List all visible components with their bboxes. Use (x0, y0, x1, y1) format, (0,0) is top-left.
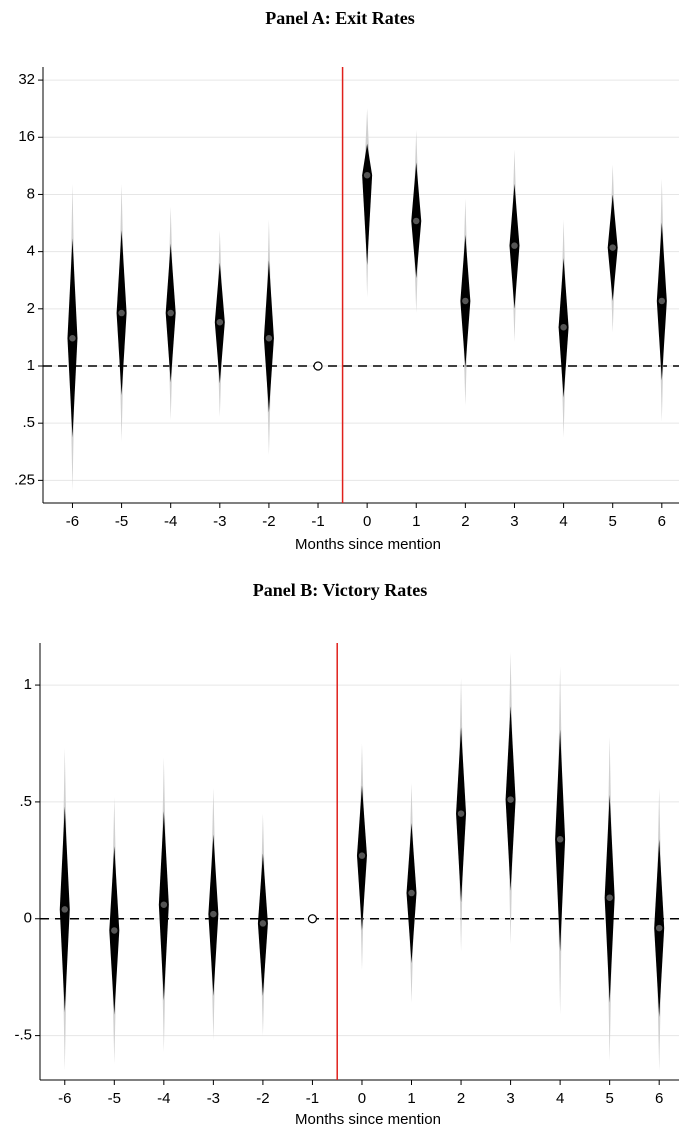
estimate (362, 170, 372, 180)
estimate (558, 322, 569, 332)
estimate (208, 909, 219, 919)
y-tick-label: 1 (24, 676, 32, 693)
estimate (456, 808, 466, 819)
y-tick-label: 1 (27, 357, 35, 374)
x-tick-label: -3 (213, 513, 226, 530)
x-tick-label: -2 (256, 1090, 269, 1107)
x-tick-label: 0 (358, 1090, 366, 1107)
y-tick-label: 4 (27, 243, 35, 260)
x-tick-label: -2 (262, 513, 275, 530)
x-tick-label: 5 (609, 513, 617, 530)
estimate (116, 308, 127, 318)
estimate (604, 892, 615, 903)
y-tick-label: -.5 (14, 1027, 32, 1044)
x-tick-label: 1 (407, 1090, 415, 1107)
inner-interval (362, 143, 373, 266)
estimate (60, 904, 70, 915)
y-tick-label: .25 (14, 471, 35, 488)
estimate (109, 925, 120, 936)
x-tick-label: -3 (207, 1090, 220, 1107)
panel-title: Panel A: Exit Rates (265, 8, 414, 28)
x-tick-label: 4 (556, 1090, 564, 1107)
y-tick-label: .5 (22, 414, 35, 431)
x-tick-label: 2 (461, 513, 469, 530)
x-axis-label: Months since mention (295, 536, 441, 553)
y-tick-label: 0 (24, 910, 32, 927)
x-tick-label: -6 (58, 1090, 71, 1107)
estimate (165, 308, 176, 318)
estimate (264, 333, 274, 343)
x-tick-label: -6 (66, 513, 79, 530)
x-tick-label: 3 (510, 513, 518, 530)
estimate (509, 240, 520, 251)
estimate (406, 888, 417, 898)
estimate (307, 914, 318, 924)
estimate (313, 361, 323, 371)
estimate (258, 918, 268, 929)
x-tick-label: 3 (506, 1090, 514, 1107)
estimate (67, 333, 78, 343)
estimate (555, 834, 565, 845)
estimate (607, 242, 618, 253)
x-tick-label: 2 (457, 1090, 465, 1107)
x-tick-label: -5 (108, 1090, 121, 1107)
x-tick-label: -1 (311, 513, 324, 530)
estimate (215, 317, 225, 327)
x-tick-label: 6 (658, 513, 666, 530)
x-tick-label: -4 (164, 513, 177, 530)
x-tick-label: -1 (306, 1090, 319, 1107)
x-tick-label: 6 (655, 1090, 663, 1107)
estimate (657, 296, 667, 306)
y-tick-label: 32 (18, 71, 35, 88)
x-axis-label: Months since mention (295, 1111, 441, 1128)
x-tick-label: 5 (605, 1090, 613, 1107)
x-tick-label: 0 (363, 513, 371, 530)
y-tick-label: 2 (27, 300, 35, 317)
estimate (357, 850, 367, 861)
y-tick-label: 16 (18, 128, 35, 145)
y-tick-label: .5 (19, 793, 32, 810)
estimate (505, 794, 516, 805)
y-tick-label: 8 (27, 185, 35, 202)
estimate (654, 923, 664, 933)
panel-title: Panel B: Victory Rates (253, 580, 427, 600)
x-tick-label: 1 (412, 513, 420, 530)
estimate (159, 899, 169, 910)
x-tick-label: -5 (115, 513, 128, 530)
x-tick-label: -4 (157, 1090, 170, 1107)
estimate (411, 216, 422, 226)
estimate (460, 296, 471, 306)
x-tick-label: 4 (559, 513, 567, 530)
